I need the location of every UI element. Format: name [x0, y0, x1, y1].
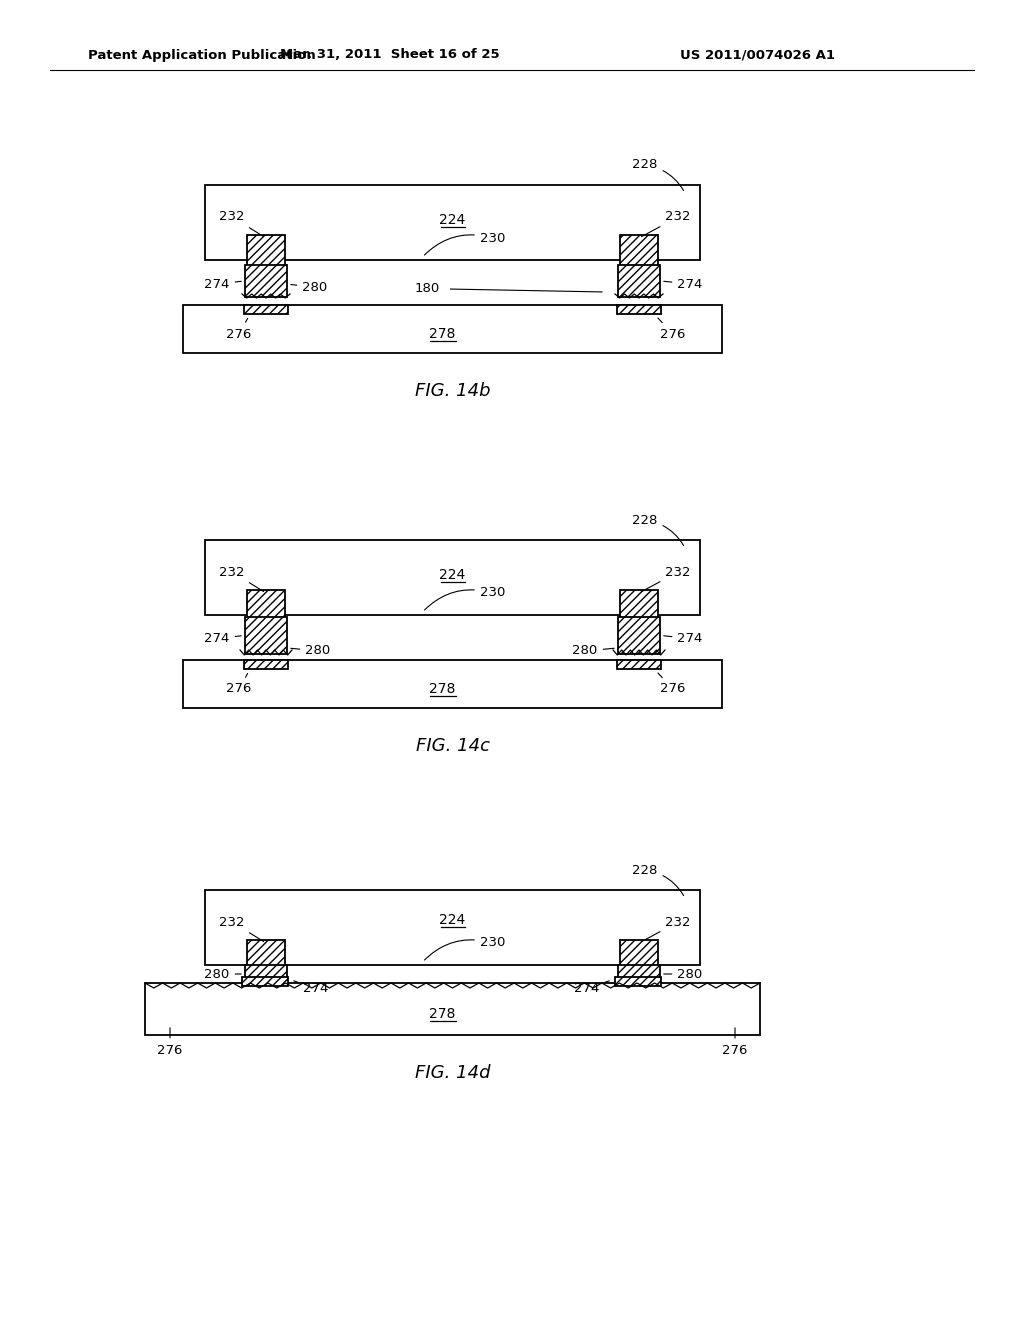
Text: 274: 274: [664, 277, 702, 290]
Text: 274: 274: [205, 277, 242, 290]
Text: 180: 180: [415, 282, 440, 296]
Text: 276: 276: [657, 673, 686, 696]
Text: 278: 278: [429, 1007, 456, 1020]
Bar: [618, 265, 660, 297]
Text: 276: 276: [657, 318, 686, 341]
Text: 230: 230: [425, 586, 505, 610]
Text: 232: 232: [641, 565, 691, 591]
Bar: [145, 983, 760, 1035]
Text: US 2011/0074026 A1: US 2011/0074026 A1: [680, 49, 835, 62]
Text: 280: 280: [664, 968, 702, 981]
Text: 276: 276: [226, 318, 252, 341]
Bar: [620, 590, 658, 630]
Bar: [205, 540, 700, 615]
Text: FIG. 14d: FIG. 14d: [415, 1064, 490, 1082]
Bar: [247, 235, 285, 275]
Bar: [183, 305, 722, 352]
Text: 278: 278: [429, 682, 456, 696]
Bar: [242, 977, 288, 986]
Text: 232: 232: [641, 916, 691, 941]
Text: 280: 280: [291, 281, 328, 294]
Bar: [618, 965, 660, 983]
Bar: [245, 965, 287, 983]
Bar: [615, 977, 662, 986]
Text: Patent Application Publication: Patent Application Publication: [88, 49, 315, 62]
Bar: [205, 185, 700, 260]
Text: 276: 276: [158, 1028, 182, 1056]
Text: 276: 276: [226, 673, 252, 696]
Text: 224: 224: [439, 913, 466, 927]
Text: 276: 276: [722, 1028, 748, 1056]
Bar: [245, 265, 287, 297]
Bar: [183, 660, 722, 708]
Text: 232: 232: [219, 565, 263, 591]
Text: 280: 280: [291, 644, 331, 657]
Text: 274: 274: [574, 981, 609, 994]
Text: FIG. 14b: FIG. 14b: [415, 381, 490, 400]
Text: 230: 230: [425, 936, 505, 960]
Text: 224: 224: [439, 568, 466, 582]
Text: 228: 228: [632, 158, 684, 190]
Bar: [244, 660, 288, 669]
Text: 228: 228: [632, 513, 684, 545]
Bar: [244, 305, 288, 314]
Bar: [618, 616, 660, 653]
Bar: [620, 940, 658, 979]
Text: 274: 274: [294, 981, 329, 994]
Bar: [620, 235, 658, 275]
Bar: [247, 590, 285, 630]
Text: 232: 232: [219, 916, 263, 941]
Bar: [245, 616, 287, 653]
Bar: [617, 305, 662, 314]
Text: 230: 230: [425, 231, 505, 255]
Text: 228: 228: [632, 863, 684, 895]
Bar: [617, 660, 662, 669]
Text: FIG. 14c: FIG. 14c: [416, 737, 489, 755]
Text: 274: 274: [664, 632, 702, 645]
Text: 280: 280: [572, 644, 614, 657]
Text: 274: 274: [205, 632, 242, 645]
Text: 232: 232: [219, 210, 263, 236]
Text: 280: 280: [205, 968, 242, 981]
Bar: [205, 890, 700, 965]
Text: Mar. 31, 2011  Sheet 16 of 25: Mar. 31, 2011 Sheet 16 of 25: [281, 49, 500, 62]
Text: 232: 232: [641, 210, 691, 236]
Bar: [247, 940, 285, 979]
Text: 278: 278: [429, 327, 456, 341]
Text: 224: 224: [439, 213, 466, 227]
